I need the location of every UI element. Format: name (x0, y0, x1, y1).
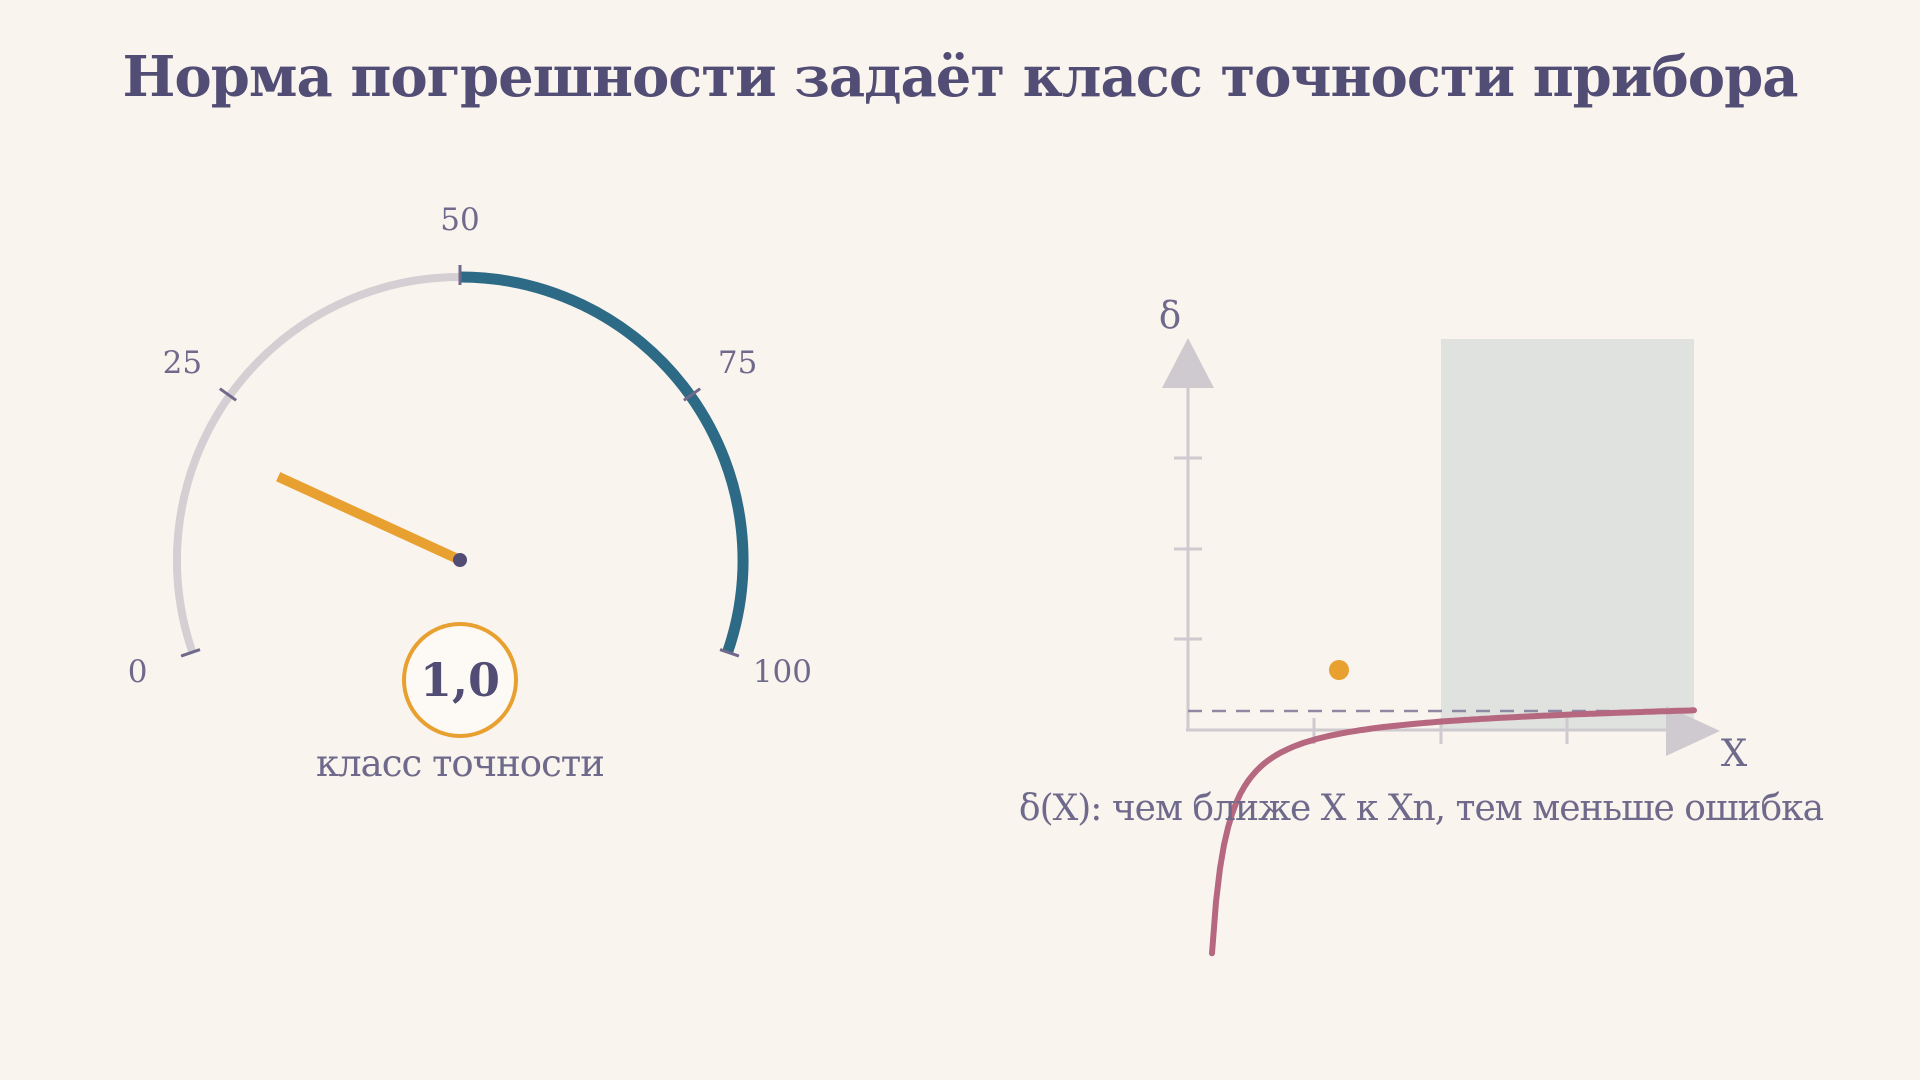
gauge-scale-label: 0 (128, 654, 148, 690)
gauge-tick (218, 387, 237, 402)
figure-title: Норма погрешности задаёт класс точности … (122, 44, 1797, 110)
near-nominal-zone (1441, 339, 1694, 731)
error-curve-plot: δ X δ(X): чем ближе X к Xn, тем меньше о… (1019, 294, 1825, 957)
gauge-scale-label: 25 (163, 345, 202, 381)
gauge-hub (453, 553, 467, 567)
gauge-tick (180, 648, 201, 658)
y-axis-arrow-icon (1162, 338, 1214, 388)
gauge-ticks (180, 265, 740, 658)
gauge-scale-label: 50 (440, 202, 479, 238)
gauge-scale-labels: 0 25 50 75 100 (128, 202, 812, 690)
gauge-highlight-arc (459, 271, 749, 654)
y-axis-label: δ (1159, 294, 1181, 337)
gauge-scale-label: 75 (718, 345, 757, 381)
gauge-tick (683, 387, 702, 402)
error-curve (1209, 707, 1697, 957)
class-value: 1,0 (420, 653, 500, 707)
gauge-scale-arc (173, 273, 747, 654)
accuracy-gauge: 0 25 50 75 100 1,0 класс точности (128, 202, 812, 785)
y-axis-ticks (1174, 456, 1202, 641)
class-caption: класс точности (316, 742, 604, 785)
operating-point-marker (1329, 660, 1349, 680)
class-badge (402, 622, 518, 738)
x-axis-label: X (1721, 732, 1748, 775)
gauge-tick (719, 648, 740, 658)
gauge-scale-label: 100 (753, 654, 812, 690)
x-axis-arrow-icon (1666, 706, 1720, 756)
gauge-pointer (276, 472, 463, 565)
curve-caption: δ(X): чем ближе X к Xn, тем меньше ошибк… (1019, 788, 1824, 829)
